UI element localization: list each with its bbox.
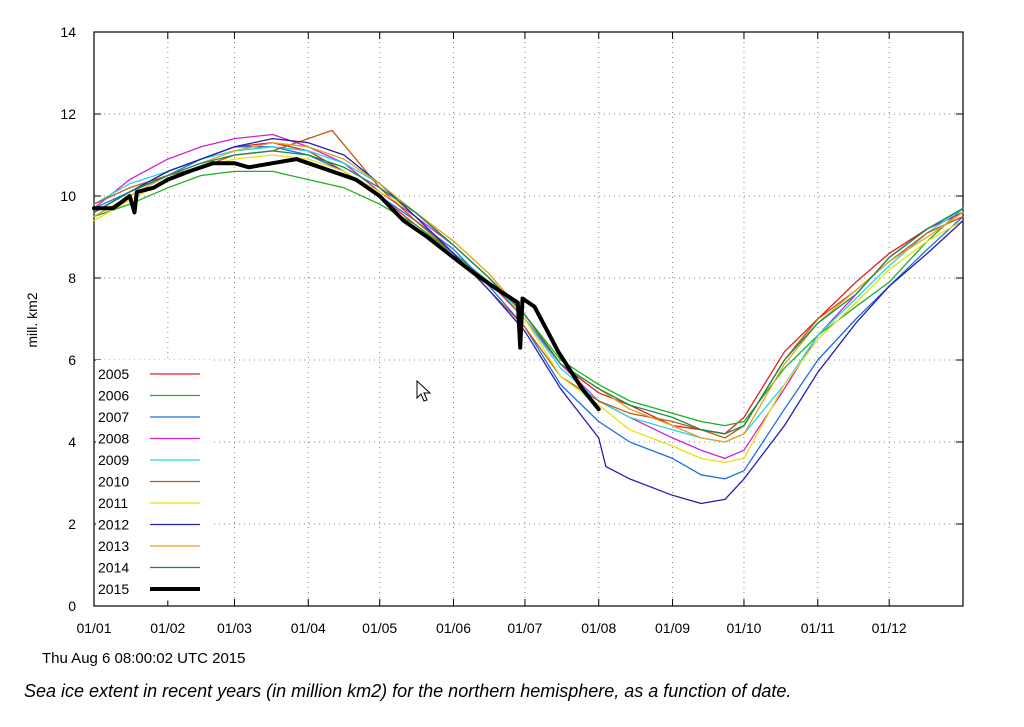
legend-background	[96, 360, 214, 601]
x-tick-label: 01/04	[291, 620, 326, 636]
series-line-2012	[93, 137, 964, 505]
series-line-2010	[93, 129, 964, 439]
legend-label: 2010	[98, 474, 129, 490]
sea-ice-chart: 0 2 4 6 8 10 12 14 01/01 01/02 01/03 01/04 01/05 01/0…	[24, 24, 964, 636]
mouse-pointer-icon	[416, 380, 432, 402]
series-line-2015	[92, 157, 601, 412]
legend-label: 2008	[98, 431, 129, 447]
series-line-2009	[93, 146, 964, 443]
chart-series	[92, 129, 964, 505]
series-line-2013	[93, 142, 964, 443]
x-tick-label: 01/11	[801, 620, 835, 636]
y-tick-label: 4	[68, 434, 76, 450]
timestamp: Thu Aug 6 08:00:02 UTC 2015	[42, 650, 246, 667]
chart-legend: 2005 2006 2007 2008 2009 2010 2011 2012 2013 2014…	[96, 360, 214, 601]
y-tick-label: 0	[68, 598, 76, 614]
x-tick-label: 01/12	[872, 620, 907, 636]
figure-caption: Sea ice extent in recent years (in milli…	[24, 681, 792, 701]
x-tick-label: 01/06	[436, 620, 471, 636]
y-tick-label: 6	[68, 352, 76, 368]
series-line-2005	[93, 142, 964, 435]
plot-frame	[93, 31, 964, 607]
legend-label: 2006	[98, 388, 129, 404]
x-tick-label: 01/07	[507, 620, 542, 636]
legend-label: 2009	[98, 452, 129, 468]
x-tick-label: 01/08	[581, 620, 616, 636]
y-tick-label: 10	[60, 188, 76, 204]
legend-label: 2011	[98, 495, 128, 511]
series-line-2014	[93, 150, 964, 435]
x-tick-label: 01/09	[655, 620, 690, 636]
chart-grid	[94, 32, 963, 606]
y-axis-label: mill. km2	[24, 292, 40, 347]
y-tick-label: 12	[60, 106, 76, 122]
series-line-2011	[93, 154, 964, 464]
y-tick-label: 8	[68, 270, 76, 286]
legend-label: 2012	[98, 517, 129, 533]
legend-label: 2005	[98, 366, 129, 382]
x-tick-label: 01/01	[76, 620, 111, 636]
legend-label: 2014	[98, 560, 129, 576]
y-tick-label: 14	[60, 24, 76, 40]
x-tick-label: 01/02	[150, 620, 185, 636]
legend-label: 2013	[98, 538, 129, 554]
series-line-2006	[93, 170, 964, 427]
chart-axes: 0 2 4 6 8 10 12 14 01/01 01/02 01/03 01/04 01/05 01/0…	[60, 24, 963, 636]
x-tick-label: 01/05	[362, 620, 397, 636]
series-line-2008	[93, 133, 964, 460]
legend-label: 2007	[98, 409, 129, 425]
x-tick-label: 01/10	[726, 620, 761, 636]
x-tick-label: 01/03	[217, 620, 252, 636]
legend-label: 2015	[98, 581, 129, 597]
y-tick-label: 2	[68, 516, 76, 532]
series-line-2007	[93, 146, 964, 480]
